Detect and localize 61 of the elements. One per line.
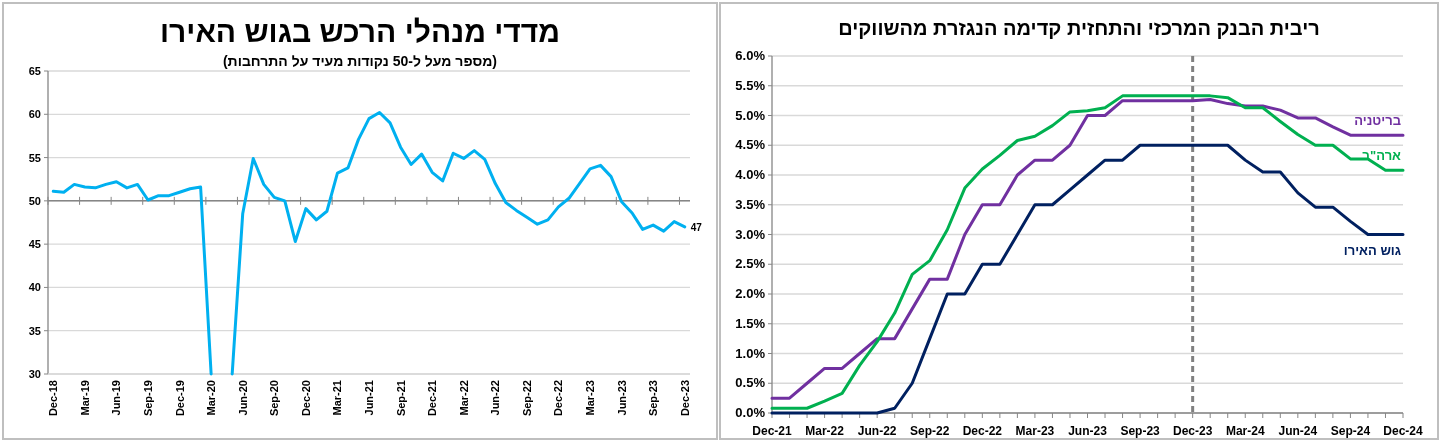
x-tick-label: Jun-21 (363, 380, 375, 416)
y-tick-label: 0.5% (735, 375, 766, 391)
x-tick-label: Jun-22 (857, 424, 897, 438)
x-tick-label: Mar-19 (78, 380, 91, 416)
x-tick-label: Jun-22 (489, 380, 502, 416)
y-tick-label: 1.5% (735, 315, 766, 331)
x-tick-label: Mar-22 (457, 380, 470, 416)
x-tick-label: Mar-20 (205, 380, 218, 416)
x-tick-label: Sep-23 (1120, 424, 1161, 438)
series-label: בריטניה (1354, 113, 1401, 129)
x-tick-label: Sep-22 (520, 380, 533, 417)
y-tick-label: 6.0% (735, 48, 766, 63)
y-tick-label: 5.5% (735, 77, 766, 93)
x-tick-label: Dec-20 (299, 380, 312, 417)
y-tick-label: 4.0% (735, 167, 766, 182)
x-tick-label: Dec-21 (752, 424, 792, 438)
x-tick-label: Sep-24 (1330, 424, 1371, 438)
x-tick-label: Jun-23 (1068, 424, 1108, 438)
x-tick-label: Jun-24 (1278, 424, 1318, 438)
y-tick-label: 45 (28, 238, 41, 251)
y-tick-label: 2.5% (735, 256, 766, 272)
y-tick-label: 40 (28, 281, 41, 294)
series-label: גוש האירו (1343, 242, 1401, 258)
y-tick-label: 3.0% (735, 226, 766, 242)
x-tick-label: Mar-23 (1015, 424, 1055, 438)
y-tick-label: 0.0% (735, 405, 766, 420)
x-tick-label: Sep-23 (647, 380, 660, 417)
y-tick-label: 3.5% (735, 196, 766, 212)
y-tick-label: 1.0% (735, 345, 766, 361)
chart-title: מדדי מנהלי הרכש בגוש האירו (159, 15, 561, 48)
x-tick-label: Mar-21 (331, 380, 344, 416)
x-tick-label: Jun-19 (110, 380, 123, 416)
x-tick-label: Dec-22 (552, 380, 565, 417)
y-tick-label: 2.0% (735, 286, 766, 301)
x-tick-label: Dec-23 (1172, 424, 1213, 438)
data-label: 47 (690, 221, 703, 233)
x-tick-label: Jun-23 (615, 380, 628, 416)
x-tick-label: Dec-24 (1383, 424, 1423, 438)
x-tick-label: Dec-19 (173, 380, 186, 417)
x-tick-label: Sep-19 (141, 380, 154, 417)
y-tick-label: 5.0% (735, 107, 766, 123)
chart-subtitle: (מספר מעל ל-50 נקודות מעיד על התרחבות) (222, 53, 498, 69)
x-tick-label: Dec-23 (678, 380, 691, 417)
x-tick-label: Mar-22 (805, 424, 845, 438)
x-tick-label: Dec-18 (47, 380, 60, 417)
x-tick-label: Jun-20 (236, 380, 249, 416)
y-tick-label: 35 (28, 324, 41, 337)
x-tick-label: Dec-21 (426, 380, 439, 417)
y-tick-label: 60 (28, 108, 41, 121)
x-tick-label: Sep-20 (268, 380, 281, 417)
x-tick-label: Sep-22 (910, 424, 950, 438)
x-tick-label: Mar-23 (584, 380, 597, 416)
y-tick-label: 30 (28, 368, 41, 380)
y-tick-label: 4.5% (735, 137, 766, 153)
x-tick-label: Dec-22 (962, 424, 1003, 438)
y-tick-label: 65 (28, 65, 41, 77)
x-tick-label: Mar-24 (1225, 424, 1265, 438)
y-tick-label: 50 (28, 194, 41, 207)
y-tick-label: 55 (28, 151, 41, 164)
chart-title: ריבית הבנק המרכזי והתחזית קדימה הנגזרת מהשווקים (838, 17, 1320, 39)
x-tick-label: Sep-21 (394, 380, 407, 417)
